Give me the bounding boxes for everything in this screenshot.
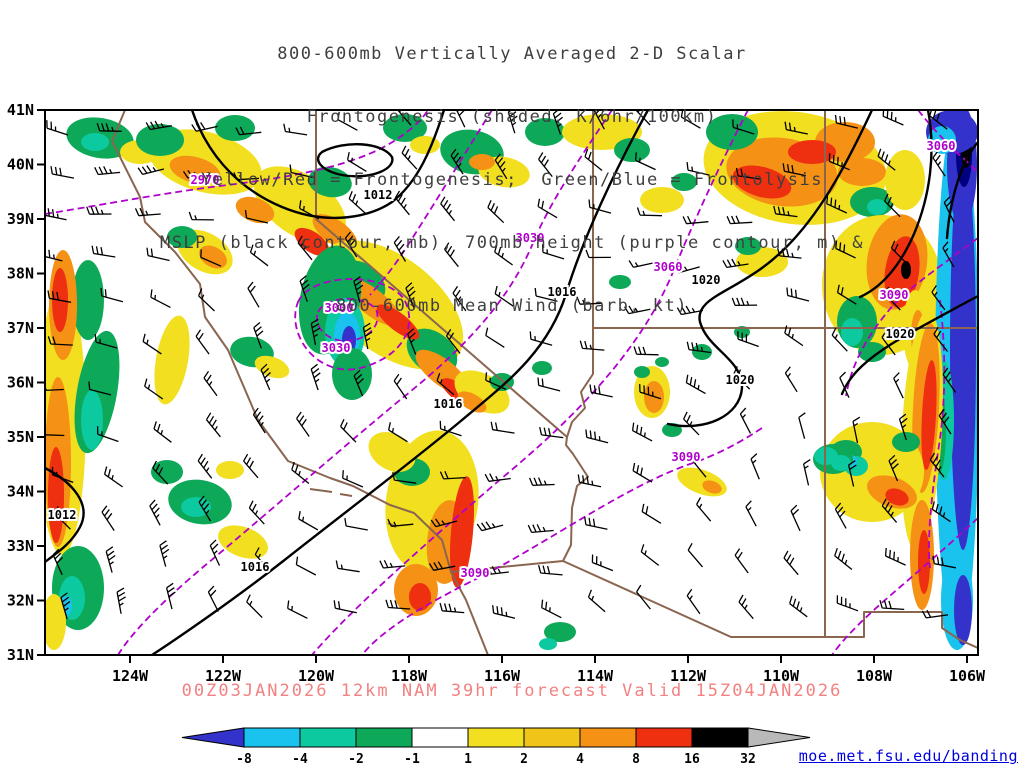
mslp-contour-label: 1016	[548, 285, 577, 299]
colorbar-segment	[355, 727, 413, 748]
colorbar-tick-label: -2	[348, 752, 364, 767]
height-contour-label: 3060	[654, 260, 683, 274]
colorbar-tick-label: 32	[740, 752, 756, 767]
lat-axis-label: 33N	[7, 537, 34, 555]
height-contour-label: 3000	[325, 301, 354, 315]
mslp-contour-label: 1020	[886, 327, 915, 341]
colorbar-segment	[467, 727, 525, 748]
lon-axis-label: 116W	[484, 667, 521, 685]
lon-axis-label: 112W	[670, 667, 707, 685]
colorbar-segment	[299, 727, 357, 748]
mslp-contour-label: 1016	[434, 397, 463, 411]
height-contour-label: 3060	[927, 139, 956, 153]
colorbar-segment	[411, 727, 469, 748]
colorbar-segment	[523, 727, 581, 748]
mslp-contour-label: 1020	[726, 373, 755, 387]
lon-axis-label: 120W	[298, 667, 335, 685]
lat-axis-label: 31N	[7, 646, 34, 664]
title-line-2: Frontogenesis (shaded, K/6hr/100km)	[306, 107, 718, 127]
colorbar-tick-label: -8	[236, 752, 252, 767]
height-contour-label: 3090	[672, 450, 701, 464]
mslp-contour-label: 1012	[364, 188, 393, 202]
height-contour-label: 3030	[516, 231, 545, 245]
title-line-5: 800-600mb Mean Wind (barb, kt)	[335, 296, 689, 316]
lat-axis-label: 40N	[7, 156, 34, 174]
colorbar-tick-label: 16	[684, 752, 700, 767]
lon-axis-label: 124W	[112, 667, 149, 685]
frontogenesis-shading	[45, 110, 978, 650]
height-contour-label: 2970	[191, 173, 220, 187]
lat-axis-label: 41N	[7, 101, 34, 119]
lat-axis-label: 38N	[7, 265, 34, 283]
title-line-1: 800-600mb Vertically Averaged 2-D Scalar	[277, 44, 747, 64]
title-line-4: MSLP (black contour, mb), 700mb height (…	[159, 233, 865, 253]
axes-frame: 41N 40N 39N 38N 37N 36N 35N 34N 33N 32N 31N 124W 122…	[7, 101, 986, 685]
colorbar-tick-label: 8	[632, 752, 640, 767]
lon-axis-label: 108W	[856, 667, 893, 685]
mslp-contour-label: 1020	[692, 273, 721, 287]
colorbar-left-arrow	[181, 727, 245, 748]
colorbar-segment	[635, 727, 693, 748]
lon-axis-label: 110W	[763, 667, 800, 685]
colorbar-tick-label: -1	[404, 752, 420, 767]
state-borders	[111, 110, 978, 655]
lat-axis-label: 34N	[7, 483, 34, 501]
lat-axis-label: 36N	[7, 374, 34, 392]
colorbar-segment	[579, 727, 637, 748]
title-line-3: Yellow/Red = Frontogenesis; Green/Blue =…	[201, 170, 823, 190]
contour-labels: 2970 3000 3030 3030 3060 3060 3090 3090 3090 1012…	[46, 137, 958, 582]
wind-barbs	[45, 110, 957, 620]
lon-axis-label: 122W	[205, 667, 242, 685]
height-contour-label: 3090	[461, 566, 490, 580]
colorbar-right-arrow	[747, 727, 811, 748]
height-contour-label: 3090	[880, 288, 909, 302]
colorbar: -8 -4 -2 -1 1 2 4 8 16 32	[181, 727, 811, 767]
height-contour-label: 3030	[322, 341, 351, 355]
colorbar-tick-label: 4	[576, 752, 584, 767]
mslp-contours	[45, 110, 978, 655]
source-link[interactable]: moe.met.fsu.edu/banding	[798, 747, 1018, 765]
colorbar-segment	[691, 727, 749, 748]
lat-axis-label: 32N	[7, 592, 34, 610]
lon-axis-label: 106W	[949, 667, 986, 685]
lon-axis-label: 118W	[391, 667, 428, 685]
mslp-contour-label: 1012	[48, 508, 77, 522]
lat-axis-label: 37N	[7, 319, 34, 337]
mslp-contour-label: 1016	[241, 560, 270, 574]
lon-axis-label: 114W	[577, 667, 614, 685]
lat-axis-label: 39N	[7, 210, 34, 228]
chart-title: 800-600mb Vertically Averaged 2-D Scalar…	[0, 2, 1024, 359]
colorbar-tick-label: 2	[520, 752, 528, 767]
colorbar-segment	[243, 727, 301, 748]
lat-axis-label: 35N	[7, 428, 34, 446]
colorbar-tick-label: 1	[464, 752, 472, 767]
forecast-caption: 00Z03JAN2026 12km NAM 39hr forecast Vali…	[181, 681, 843, 701]
colorbar-tick-label: -4	[292, 752, 308, 767]
